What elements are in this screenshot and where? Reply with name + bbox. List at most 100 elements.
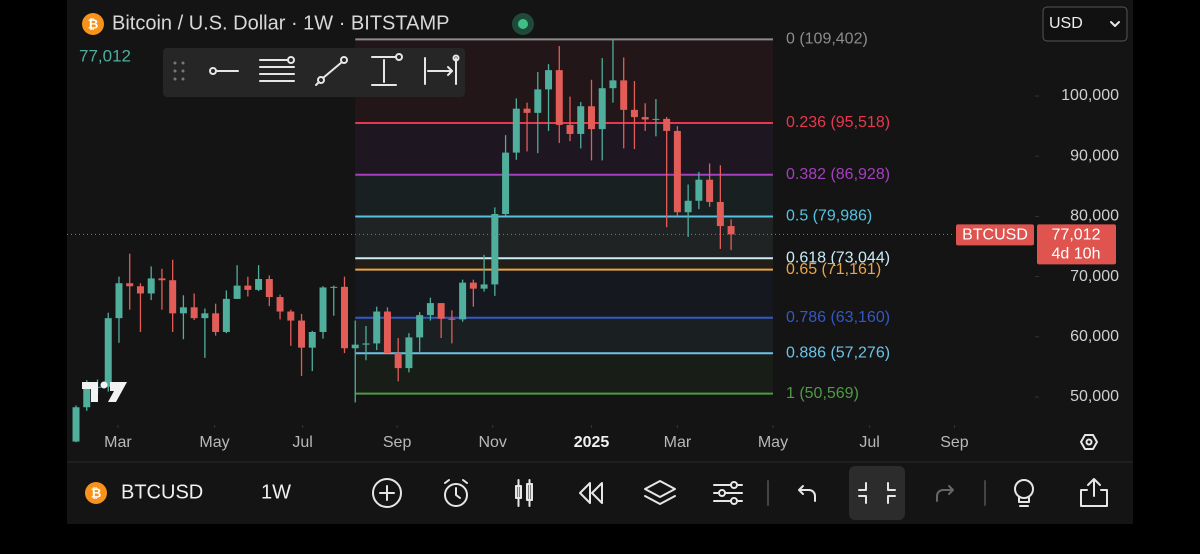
fib-zone — [355, 317, 773, 354]
replay-button[interactable] — [579, 482, 603, 504]
candle-body — [190, 307, 198, 319]
bitcoin-icon — [82, 13, 104, 35]
toolbar-bg — [163, 48, 465, 97]
candle-body — [727, 226, 735, 235]
axis-settings[interactable] — [1080, 434, 1098, 450]
candle-body — [684, 200, 692, 213]
alert-button[interactable] — [444, 479, 468, 507]
candle-body — [212, 313, 220, 332]
fib-label: 0.65 (71,161) — [786, 261, 881, 278]
candle-body — [534, 89, 542, 113]
candle-body — [115, 283, 123, 319]
candle-body — [577, 106, 585, 134]
candle-body — [287, 311, 295, 321]
dropdown-box — [1042, 6, 1128, 42]
tool-trend-line[interactable] — [315, 56, 348, 86]
candle-body — [147, 278, 155, 294]
fullscreen-button-bg[interactable] — [849, 466, 905, 520]
candle-body — [373, 311, 381, 344]
candle-body — [330, 286, 338, 288]
y-tick-label: 60,000 — [1070, 328, 1119, 345]
candle-body — [673, 130, 681, 213]
candle-body — [201, 313, 209, 319]
candle-body — [512, 108, 520, 153]
candle-body — [233, 285, 241, 299]
tool-horizontal-line[interactable] — [209, 67, 239, 75]
ideas-button[interactable] — [1014, 479, 1034, 507]
candle-body — [480, 284, 488, 289]
candle-body — [695, 179, 703, 201]
candle-body — [459, 282, 467, 320]
bitcoin-icon — [85, 482, 107, 504]
fib-zone — [355, 216, 773, 259]
fib-zone — [355, 353, 773, 394]
symbol-header[interactable]: ₿ Bitcoin / U.S. Dollar · 1W · BITSTAMP — [82, 12, 534, 35]
fib-zone — [355, 269, 773, 318]
x-tick-label: Mar — [664, 434, 692, 451]
candle-body — [298, 320, 306, 348]
footer-symbol-text: BTCUSD — [121, 481, 203, 503]
footer-interval[interactable]: 1W — [261, 481, 291, 503]
fib-label: 0.236 (95,518) — [786, 114, 890, 131]
candle-body — [340, 286, 348, 349]
redo-button[interactable] — [936, 485, 954, 502]
share-button[interactable] — [1080, 478, 1108, 507]
candle-body — [706, 179, 714, 202]
currency-dropdown[interactable]: USD — [1042, 6, 1128, 42]
candle-body — [598, 88, 606, 130]
bottom-toolbar — [372, 466, 1108, 520]
fib-label: 1 (50,569) — [786, 385, 859, 402]
indicators-button[interactable] — [713, 481, 743, 505]
price-tag — [1037, 224, 1116, 265]
candle-body — [265, 279, 273, 298]
fib-label: 0.5 (79,986) — [786, 208, 872, 225]
fib-zone — [355, 122, 773, 175]
market-status-dot — [518, 19, 528, 29]
candle-body — [351, 344, 359, 349]
footer-symbol[interactable]: ₿ BTCUSD — [85, 481, 203, 504]
tool-parallel-lines[interactable] — [259, 56, 295, 82]
x-tick-label: May — [199, 434, 229, 451]
drag-handle[interactable] — [173, 61, 185, 81]
y-tick-label: 90,000 — [1070, 147, 1119, 164]
candle-body — [362, 343, 370, 345]
drawing-toolbar — [163, 48, 465, 97]
last-price-readout: 77,012 — [79, 46, 131, 65]
candle-body — [448, 318, 456, 320]
layers-button[interactable] — [644, 480, 676, 505]
x-tick-label: May — [758, 434, 788, 451]
candle-body — [244, 285, 252, 290]
candle-body — [319, 287, 327, 332]
candle-body — [169, 280, 177, 314]
candle-body — [620, 80, 628, 110]
undo-button[interactable] — [798, 485, 816, 502]
chart-type-button[interactable] — [515, 479, 533, 507]
add-button[interactable] — [372, 478, 402, 508]
dropdown-caret — [1110, 21, 1120, 27]
candle-body — [555, 70, 563, 125]
y-tick-label: 80,000 — [1070, 208, 1119, 225]
fib-label: 0 (109,402) — [786, 31, 868, 48]
fib-label: 0.886 (57,276) — [786, 344, 890, 361]
fib-zone — [355, 174, 773, 217]
x-tick-label: Sep — [940, 434, 969, 451]
candle-body — [630, 109, 638, 118]
candle-body — [545, 70, 553, 90]
fib-zone — [355, 258, 773, 270]
currency: USD — [1049, 15, 1083, 32]
tool-date-range[interactable] — [424, 54, 460, 85]
symbol-title: Bitcoin / U.S. Dollar · 1W · BITSTAMP — [112, 12, 449, 34]
x-tick-label: Jul — [292, 434, 312, 451]
price-tag-text: 77,012 — [1052, 227, 1101, 244]
candle-body — [158, 278, 166, 281]
tool-price-range[interactable] — [371, 53, 403, 86]
symbol-tag — [956, 224, 1034, 246]
fullscreen-button[interactable] — [858, 482, 896, 504]
candle-body — [523, 108, 531, 113]
x-tick-label: Sep — [383, 434, 412, 451]
symbol-tag-text: BTCUSD — [962, 227, 1028, 244]
candle-body — [663, 118, 671, 131]
candle-body — [609, 80, 617, 89]
x-tick-label: Mar — [104, 434, 132, 451]
